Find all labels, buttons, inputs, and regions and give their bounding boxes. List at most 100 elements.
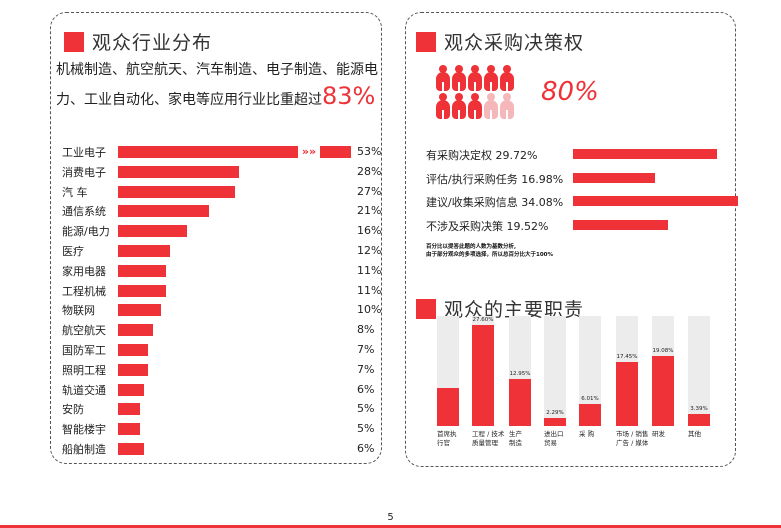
footer-line <box>0 525 781 528</box>
industry-row: 轨道交通 6% <box>62 380 382 400</box>
industry-percent: 8% <box>357 323 375 337</box>
role-column-value: 17.45% <box>616 354 638 361</box>
role-column: 17.45% <box>616 316 638 426</box>
industry-bar <box>118 146 351 158</box>
role-column-value: 19.08% <box>652 348 674 355</box>
role-column-track <box>688 316 710 426</box>
role-category-line2: 广告 / 媒体 <box>616 439 649 447</box>
person-stripe <box>490 82 492 94</box>
industry-percent: 10% <box>357 303 382 317</box>
decision-bar <box>573 196 738 206</box>
person-icon <box>484 93 498 122</box>
industry-row: 消费电子 28% <box>62 162 382 182</box>
industry-percent: 6% <box>357 442 375 455</box>
industry-bar <box>118 304 162 317</box>
decision-bar <box>573 219 668 230</box>
industry-bar <box>118 185 235 198</box>
role-category-line1: 首席执 <box>437 430 457 438</box>
industry-panel: 观众行业分布 机械制造、航空航天、汽车制造、电子制造、能源电力、工业自动化、家电… <box>50 12 382 464</box>
person-stripe <box>458 110 460 122</box>
industry-bar <box>118 324 153 337</box>
industry-percent: 6% <box>357 382 375 396</box>
industry-row: 汽 车 27% <box>62 182 382 202</box>
role-column: 19.08% <box>652 316 674 426</box>
industry-row: 工业电子 »» 53% <box>62 142 382 162</box>
people-icon-group <box>436 65 520 123</box>
industry-row: 国防军工 7% <box>62 340 382 360</box>
person-stripe <box>474 110 476 122</box>
industry-percent: 7% <box>357 343 375 356</box>
role-column-bar <box>616 362 638 426</box>
break-arrow-icon: »» <box>298 146 320 158</box>
industry-row: 能源/电力 16% <box>62 221 382 241</box>
person-stripe <box>442 110 444 122</box>
role-column: 12.95% <box>509 316 531 426</box>
role-category-line2: 质量管理 <box>472 439 498 447</box>
person-icon <box>452 65 466 94</box>
decision-section-title: 观众采购决策权 <box>416 28 584 55</box>
role-column-category: 研发 <box>652 430 686 439</box>
industry-label: 工程机械 <box>62 284 106 298</box>
title-square-icon <box>416 298 436 319</box>
decision-label: 建议/收集采购信息 34.08% <box>426 196 564 209</box>
industry-bar <box>118 383 144 396</box>
industry-bar <box>118 443 144 455</box>
page-number: 5 <box>387 512 394 523</box>
decision-bar <box>573 149 717 159</box>
person-body <box>484 100 498 122</box>
industry-percent: 12% <box>357 244 382 257</box>
role-category-line1: 采 购 <box>579 430 595 438</box>
person-head <box>455 65 463 73</box>
industry-label: 能源/电力 <box>62 225 110 239</box>
person-body <box>452 72 466 94</box>
decision-note-line1: 百分比以提答此题的人数为基数分析, <box>426 244 517 250</box>
industry-row: 通信系统 21% <box>62 201 382 221</box>
industry-row: 工程机械 11% <box>62 281 382 301</box>
role-column: 2.29% <box>544 316 566 426</box>
industry-bar <box>118 225 188 238</box>
role-column: 3.39% <box>688 316 710 426</box>
role-column-track <box>579 316 601 426</box>
industry-percent: 27% <box>357 184 382 198</box>
person-body <box>484 72 498 94</box>
person-head <box>439 65 447 73</box>
decision-row: 评估/执行采购任务 16.98% <box>423 167 743 189</box>
role-column-bar <box>652 356 674 426</box>
industry-bar <box>118 245 170 257</box>
industry-intro: 机械制造、航空航天、汽车制造、电子制造、能源电力、工业自动化、家电等应用行业比重… <box>56 57 386 113</box>
person-body <box>452 100 466 122</box>
person-icon <box>468 65 482 94</box>
person-head <box>487 65 495 73</box>
role-column-value: 3.39% <box>690 405 708 412</box>
industry-label: 家用电器 <box>62 264 106 278</box>
role-column-track <box>544 316 566 426</box>
person-body <box>468 100 482 122</box>
person-body <box>436 72 450 94</box>
industry-title: 观众行业分布 <box>92 32 213 54</box>
industry-percent: 5% <box>357 422 375 436</box>
decision-row: 有采购决定权 29.72% <box>423 143 743 165</box>
person-icon <box>468 93 482 122</box>
role-category-line1: 其他 <box>688 430 701 438</box>
roles-title: 观众的主要职责 <box>444 299 585 321</box>
role-column-value: 12.95% <box>509 370 531 377</box>
person-icon <box>436 65 450 94</box>
person-body <box>500 72 514 94</box>
industry-bar <box>118 165 239 178</box>
title-square-icon <box>64 31 84 52</box>
industry-percent: 11% <box>357 283 382 297</box>
decision-label: 评估/执行采购任务 16.98% <box>426 172 564 186</box>
person-head <box>471 65 479 73</box>
industry-bar <box>118 403 140 416</box>
industry-label: 国防军工 <box>62 344 106 357</box>
role-column: 6.01% <box>579 316 601 426</box>
role-column <box>437 316 459 426</box>
industry-row: 船舶制造 6% <box>62 439 382 459</box>
industry-label: 照明工程 <box>62 363 106 377</box>
industry-bar <box>118 423 140 436</box>
role-category-line2: 行官 <box>437 439 450 447</box>
role-category-line2: 贸易 <box>544 439 557 447</box>
decision-row: 建议/收集采购信息 34.08% <box>423 190 743 212</box>
person-head <box>487 93 495 101</box>
role-column-category: 其他 <box>688 430 722 439</box>
